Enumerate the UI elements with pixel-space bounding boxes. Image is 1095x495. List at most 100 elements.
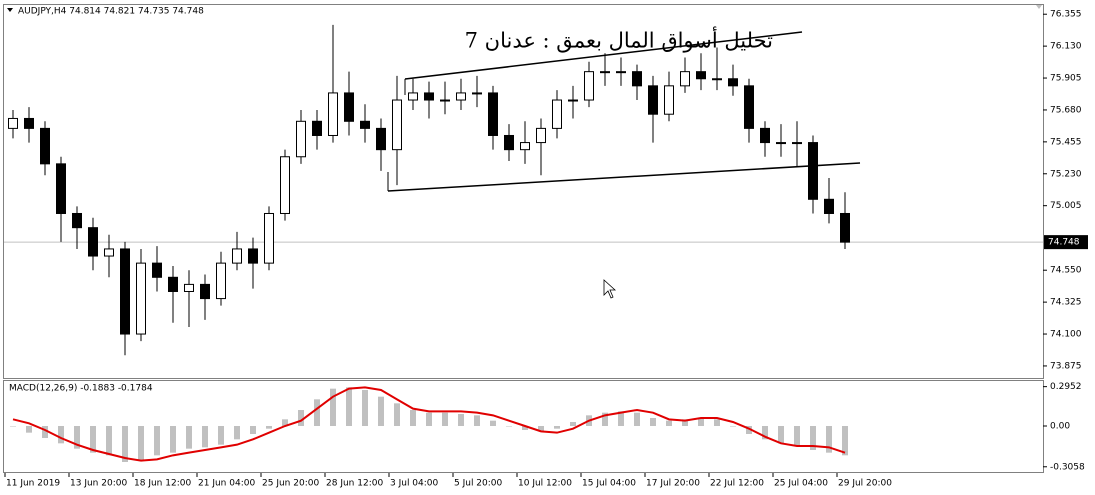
candle-body (8, 117, 18, 129)
macd-histogram-bar (730, 426, 736, 427)
macd-histogram-bar (346, 387, 352, 426)
candle-body (712, 78, 722, 81)
candle-body (56, 163, 66, 214)
menu-triangle[interactable] (7, 8, 13, 12)
candle-body (264, 212, 274, 264)
macd-histogram-bar (826, 426, 832, 453)
candle-body (248, 248, 258, 264)
trend-line-lower (387, 162, 861, 192)
candle-body (360, 120, 370, 129)
macd-histogram-bar (746, 426, 752, 434)
candle-body (440, 99, 450, 102)
macd-histogram-bar (538, 426, 544, 432)
macd-histogram-bar (394, 403, 400, 426)
candle-body (424, 92, 434, 101)
candle-body (568, 99, 578, 102)
y-tick-label: 75.905 (1050, 74, 1082, 84)
macd-histogram-bar (698, 418, 704, 426)
macd-title: MACD(12,26,9) -0.1883 -0.1784 (9, 384, 153, 394)
candle-body (728, 78, 738, 87)
last-price-box (1044, 235, 1088, 250)
macd-histogram-bar (138, 426, 144, 461)
candle-body (808, 142, 818, 200)
candle-body (696, 71, 706, 80)
candle-body (168, 276, 178, 292)
candle-body (232, 248, 242, 264)
macd-histogram-bar (682, 419, 688, 426)
candle-body (472, 92, 482, 95)
macd-histogram-bar (122, 426, 128, 462)
candle-body (104, 248, 114, 257)
macd-histogram-bar (378, 396, 384, 426)
macd-histogram-bar (474, 415, 480, 426)
candle-body (680, 71, 690, 87)
macd-histogram-bar (714, 419, 720, 426)
macd-histogram-bar (666, 420, 672, 426)
y-tick-label: 74.100 (1050, 330, 1082, 340)
y-tick-label: 75.230 (1050, 169, 1082, 179)
macd-histogram-bar (106, 426, 112, 456)
price-panel-frame (3, 4, 1044, 379)
macd-histogram-bar (282, 419, 288, 426)
candle-body (456, 92, 466, 101)
candle-body (648, 85, 658, 115)
x-tick-label: 15 Jul 04:00 (582, 479, 636, 489)
trend-line-upper (404, 31, 803, 80)
chart-title: AUDJPY,H4 74.814 74.821 74.735 74.748 (18, 7, 204, 17)
annotation: تحليل أسواق المال بعمق : عدنان 7 (465, 26, 774, 54)
y-tick-label: 76.355 (1050, 10, 1082, 20)
y-tick-label: 75.680 (1050, 105, 1082, 115)
x-tick-label: 17 Jul 20:00 (646, 479, 700, 489)
y-tick-label: -0.3058 (1050, 462, 1085, 472)
y-tick-label: 75.455 (1050, 137, 1082, 147)
x-tick-label: 25 Jun 20:00 (262, 479, 319, 489)
macd-histogram-bar (250, 426, 256, 434)
macd-histogram-bar (58, 426, 64, 444)
macd-histogram-bar (154, 426, 160, 456)
macd-histogram-bar (634, 412, 640, 426)
candle-body (488, 92, 498, 136)
macd-histogram-bar (218, 426, 224, 445)
candle-body (840, 212, 850, 243)
macd-histogram-bar (810, 426, 816, 450)
candle-body (120, 248, 130, 335)
candle-body (40, 127, 50, 165)
macd-histogram-bar (570, 422, 576, 426)
x-tick-label: 10 Jul 12:00 (518, 479, 572, 489)
x-tick-label: 22 Jul 12:00 (710, 479, 764, 489)
x-tick-label: 11 Jun 2019 (6, 479, 60, 489)
candle-body (88, 227, 98, 257)
x-tick-label: 25 Jul 04:00 (774, 479, 828, 489)
candle-body (520, 142, 530, 151)
macd-histogram-bar (266, 426, 272, 429)
macd-histogram-bar (74, 426, 80, 449)
x-tick-label: 28 Jun 12:00 (326, 479, 383, 489)
macd-histogram-bar (26, 426, 32, 433)
x-tick-label: 18 Jun 12:00 (134, 479, 191, 489)
macd-histogram-bar (10, 426, 16, 427)
candle-body (136, 262, 146, 335)
macd-histogram-bar (554, 426, 560, 429)
candle-body (632, 71, 642, 87)
macd-histogram-bar (330, 388, 336, 426)
candle-body (328, 92, 338, 136)
mouse-cursor (603, 279, 617, 299)
x-tick-label: 13 Jun 20:00 (70, 479, 127, 489)
macd-histogram-bar (90, 426, 96, 453)
x-tick-label: 5 Jul 20:00 (454, 479, 503, 489)
candle-body (392, 99, 402, 151)
signal-line (12, 386, 846, 462)
y-tick-label: 75.005 (1050, 201, 1082, 211)
candle-body (664, 85, 674, 115)
candle-body (824, 198, 834, 214)
x-tick-label: 21 Jun 04:00 (198, 479, 255, 489)
macd-histogram-bar (778, 426, 784, 444)
candle-body (184, 283, 194, 292)
y-tick-label: 0.2952 (1050, 382, 1082, 392)
candle-body (200, 283, 210, 300)
candle-body (216, 262, 226, 300)
candle-body (616, 71, 626, 74)
candle-body (744, 85, 754, 129)
scroll-marker (1036, 5, 1042, 9)
